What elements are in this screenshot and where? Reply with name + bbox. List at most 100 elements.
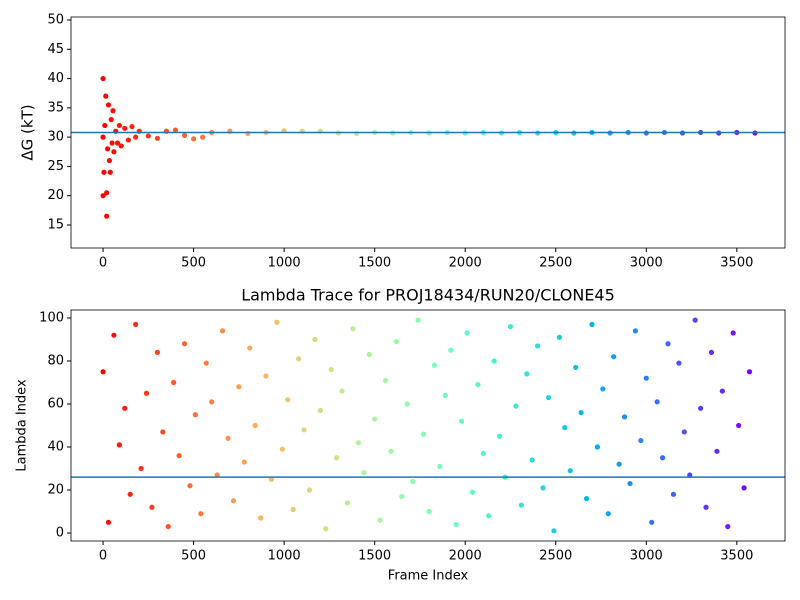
point	[339, 388, 345, 394]
x-tick-label: 2000	[449, 549, 482, 564]
point	[100, 369, 106, 375]
point	[632, 328, 639, 334]
chart-title: Lambda Trace for PROJ18434/RUN20/CLONE45	[241, 286, 615, 305]
point	[306, 487, 313, 493]
x-tick-label: 2000	[449, 256, 482, 271]
point	[129, 123, 135, 130]
point	[317, 407, 323, 414]
point	[524, 371, 530, 377]
x-tick-label: 1500	[358, 549, 391, 564]
point	[105, 519, 112, 525]
point	[104, 146, 111, 152]
point	[350, 326, 356, 332]
point	[573, 364, 579, 371]
point	[611, 354, 617, 360]
point	[621, 414, 628, 420]
point	[491, 358, 497, 364]
point	[372, 416, 378, 422]
point	[616, 461, 622, 467]
point	[404, 401, 410, 407]
point	[192, 412, 199, 418]
point	[138, 465, 144, 472]
point	[529, 457, 535, 463]
point	[659, 455, 666, 461]
point	[654, 399, 660, 405]
point	[464, 330, 470, 336]
point	[106, 157, 112, 164]
point	[497, 433, 503, 439]
point	[518, 502, 524, 508]
point	[181, 132, 188, 138]
y-axis-label: ΔG (kT)	[19, 104, 37, 160]
point	[410, 478, 416, 485]
point	[562, 425, 568, 431]
point	[708, 349, 715, 355]
point	[181, 341, 188, 347]
y-tick-label: 25	[47, 159, 64, 174]
point	[100, 75, 106, 82]
point	[200, 134, 206, 140]
point	[100, 193, 106, 199]
point	[545, 394, 552, 401]
point	[176, 453, 182, 459]
x-tick-label: 3500	[720, 549, 753, 564]
point	[252, 422, 258, 429]
y-tick-label: 40	[47, 440, 64, 455]
point	[535, 343, 541, 349]
x-axis-label: Frame Index	[388, 569, 469, 584]
point	[247, 345, 253, 351]
point	[133, 321, 139, 328]
point	[114, 140, 121, 146]
point	[567, 468, 573, 474]
point	[458, 418, 465, 424]
point	[703, 504, 709, 510]
point	[388, 448, 394, 454]
point	[399, 493, 405, 500]
x-tick-label: 3000	[630, 256, 663, 271]
y-tick-label: 30	[47, 130, 64, 145]
point	[513, 403, 519, 409]
point	[328, 366, 334, 373]
point	[746, 369, 753, 375]
point	[103, 93, 109, 99]
point	[274, 319, 280, 325]
point	[172, 127, 179, 133]
point	[285, 397, 291, 403]
point	[665, 341, 671, 347]
point	[290, 506, 296, 512]
point	[698, 405, 704, 411]
point	[109, 140, 115, 146]
x-tick-label: 3500	[720, 256, 753, 271]
y-tick-label: 100	[39, 310, 64, 325]
point	[116, 442, 122, 448]
x-tick-label: 1000	[268, 549, 301, 564]
point	[209, 399, 215, 405]
point	[160, 429, 166, 435]
point	[198, 511, 204, 517]
point	[111, 149, 117, 155]
y-tick-label: 45	[47, 42, 64, 57]
point	[420, 431, 427, 437]
y-tick-label: 20	[47, 188, 64, 203]
point	[540, 485, 546, 491]
point	[507, 323, 514, 330]
point	[219, 328, 226, 334]
y-tick-label: 40	[47, 71, 64, 86]
y-tick-label: 0	[56, 526, 64, 541]
point	[366, 351, 372, 358]
point	[415, 317, 421, 323]
point	[486, 513, 492, 519]
point	[230, 498, 237, 504]
point	[676, 360, 682, 366]
point	[105, 102, 112, 108]
point	[116, 122, 122, 129]
point	[377, 517, 383, 523]
point	[594, 444, 601, 450]
point	[190, 136, 197, 142]
point	[627, 480, 633, 487]
x-tick-label: 2500	[539, 256, 572, 271]
point	[301, 427, 307, 433]
point	[578, 409, 584, 416]
point	[551, 528, 557, 534]
point	[605, 511, 611, 517]
